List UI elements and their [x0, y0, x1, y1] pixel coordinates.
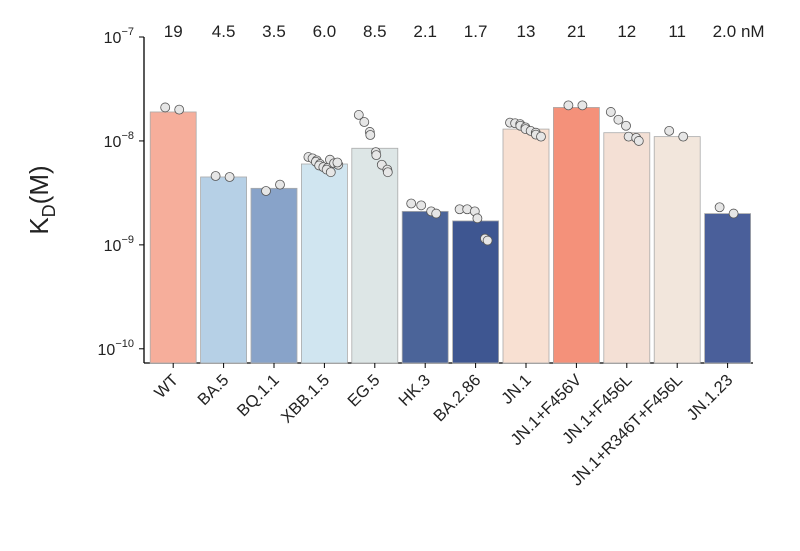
x-tick-label: BQ.1.1 [234, 371, 283, 420]
x-tick-label: BA.2.86 [430, 371, 484, 425]
data-point [406, 198, 417, 209]
data-point [160, 102, 171, 113]
value-label: 11 [668, 22, 686, 41]
data-point [714, 202, 725, 213]
x-tick-label: EG.5 [344, 371, 383, 410]
y-label-tail: (M) [24, 165, 54, 204]
x-tick-label: XBB.1.5 [278, 371, 334, 427]
data-point [728, 208, 739, 219]
bar [653, 136, 701, 364]
bar [603, 132, 651, 364]
data-point [678, 131, 689, 142]
value-label: 2.0 nM [713, 22, 765, 41]
data-point [416, 200, 427, 211]
y-tick-base: 10 [98, 342, 116, 359]
y-label-sub: D [39, 204, 59, 217]
bar [250, 187, 298, 364]
data-point [359, 117, 370, 127]
data-point [261, 186, 271, 196]
y-tick-exponent: −7 [121, 26, 134, 38]
data-point [332, 157, 343, 168]
value-label: 6.0 [313, 22, 337, 41]
data-point [664, 125, 675, 136]
value-label: 8.5 [363, 22, 387, 41]
x-tick-label: BA.5 [194, 371, 232, 409]
y-tick-exponent: −8 [121, 130, 134, 142]
data-point [563, 100, 574, 111]
data-point [605, 107, 616, 117]
bar [300, 163, 348, 364]
bar [351, 147, 399, 364]
value-label: 2.1 [413, 22, 437, 41]
data-point [482, 235, 493, 246]
y-tick-label: 10−8 [104, 130, 134, 151]
data-point [371, 150, 382, 161]
data-point [431, 208, 442, 219]
bar [149, 111, 197, 364]
bar [401, 210, 449, 364]
data-point [621, 120, 631, 131]
y-axis-label: KD(M) [24, 165, 59, 234]
y-tick-base: 10 [104, 30, 122, 47]
data-point [224, 172, 235, 182]
data-point [536, 131, 546, 142]
y-tick-label: 10−9 [104, 234, 134, 255]
data-point [472, 213, 483, 224]
x-tick-label: JN.1.23 [683, 371, 736, 424]
x-tick-label: JN.1 [498, 371, 535, 408]
value-label: 19 [164, 22, 183, 41]
value-label: 21 [567, 22, 586, 41]
data-point [353, 110, 364, 120]
value-label: 3.5 [262, 22, 286, 41]
bar [704, 213, 751, 364]
bar [553, 107, 600, 364]
x-tick-label: HK.3 [395, 371, 434, 410]
data-point [577, 100, 588, 111]
data-point [365, 130, 376, 140]
value-label: 12 [617, 22, 636, 41]
y-tick-exponent: −9 [121, 234, 134, 246]
y-label-main: K [24, 217, 54, 235]
value-label: 1.7 [464, 22, 488, 41]
data-point [613, 114, 624, 125]
y-tick-exponent: −10 [115, 338, 134, 350]
data-point [210, 171, 221, 181]
x-tick-label: WT [151, 371, 182, 402]
data-point [382, 167, 393, 178]
value-label: 13 [517, 22, 536, 41]
y-tick-base: 10 [104, 238, 122, 255]
bar [502, 128, 550, 364]
data-point [174, 104, 185, 115]
data-point [633, 136, 644, 146]
data-point [325, 167, 336, 178]
data-point [275, 179, 285, 190]
y-tick-base: 10 [104, 134, 122, 151]
y-tick-label: 10−7 [104, 26, 134, 47]
bar [200, 176, 248, 364]
y-tick-label: 10−10 [98, 338, 134, 359]
value-label: 4.5 [212, 22, 236, 41]
